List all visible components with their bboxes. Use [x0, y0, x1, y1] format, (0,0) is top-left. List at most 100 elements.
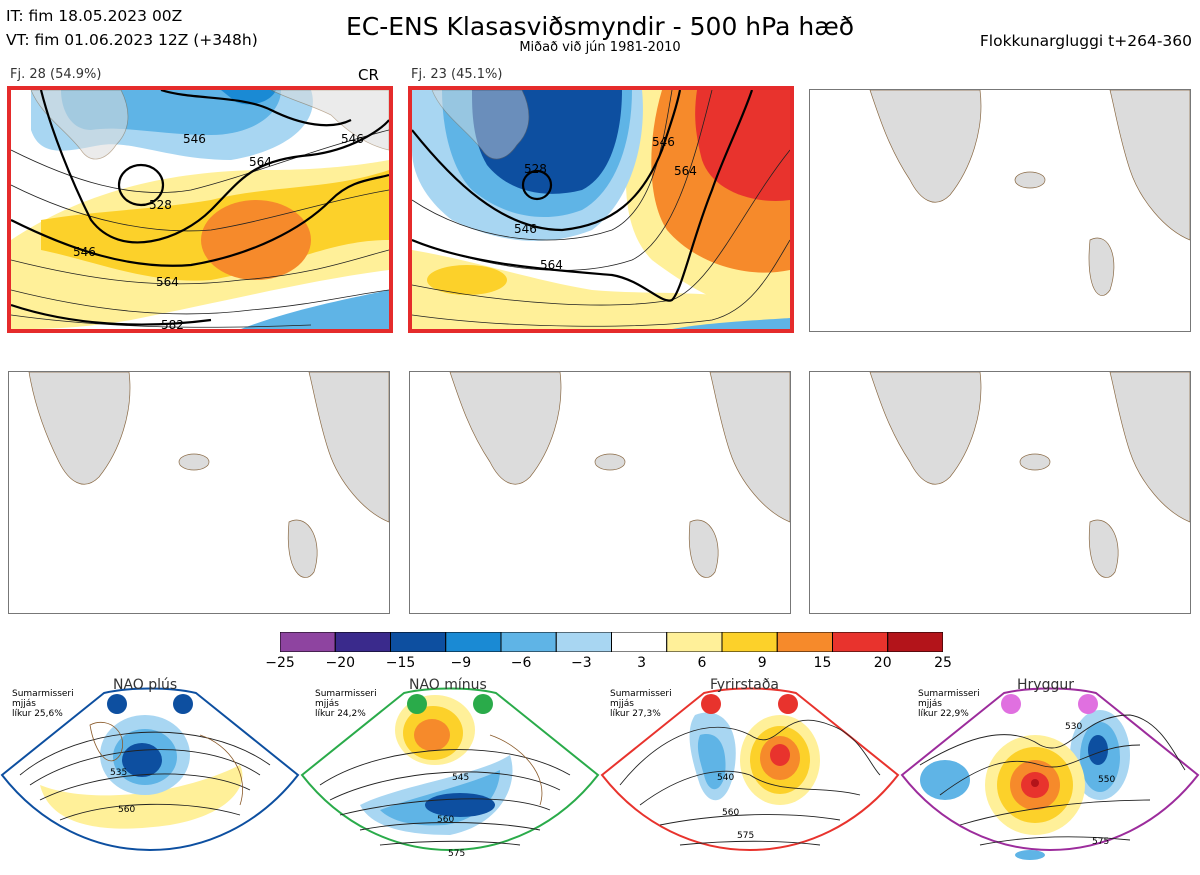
- colorbar-bin: [721, 632, 778, 652]
- regime-probability: líkur 22,9%: [918, 709, 969, 719]
- regime-nao-plus: NAO plús Sumarmisseri mjjás líkur 25,6% …: [0, 675, 300, 871]
- contour-label: 545: [452, 773, 470, 783]
- regime-nao-minus-map: [300, 687, 600, 851]
- regime-name: NAO mínus: [409, 677, 487, 693]
- regime-smoothing: mjjás: [918, 699, 942, 709]
- page-subtitle: Miðað við jún 1981-2010: [519, 40, 681, 55]
- regime-season: Sumarmisseri: [12, 689, 74, 699]
- colorbar-tick-label: −20: [325, 655, 356, 671]
- thin-contours: [11, 129, 389, 328]
- contour-label: 546: [341, 132, 364, 146]
- scandinavia-land: [270, 90, 389, 151]
- colorbar-tick-label: 20: [873, 655, 892, 671]
- colorbar-tick-label: −3: [571, 655, 592, 671]
- contour-label: 575: [1092, 837, 1110, 847]
- regime-probability: líkur 24,2%: [315, 709, 366, 719]
- regime-blocking-map: [600, 687, 900, 851]
- empty-map-6-svg: [869, 372, 1190, 578]
- colorbar-tick-label: −9: [450, 655, 472, 671]
- regime-probability: líkur 27,3%: [610, 709, 661, 719]
- anomaly-negative-south: [672, 318, 790, 329]
- anomaly-negative-strong: [472, 90, 622, 194]
- anomaly-negative-south: [241, 290, 389, 329]
- cluster-map-2[interactable]: 528 546 564 564 546: [408, 86, 794, 333]
- cluster-map-2-svg: [412, 90, 790, 329]
- regime-season: Sumarmisseri: [918, 689, 980, 699]
- classification-window: Flokkunargluggi t+264-360: [979, 32, 1192, 50]
- colorbar-tick-label: −25: [265, 655, 295, 671]
- panel-1-label: Fj. 28 (54.9%): [10, 67, 102, 82]
- contour-label: 560: [437, 815, 455, 825]
- colorbar-bin: [500, 632, 557, 652]
- anomaly-positive-light: [412, 250, 790, 329]
- colorbar-bin: [280, 632, 336, 652]
- colorbar-tick-label: −6: [510, 655, 532, 671]
- regime-nao-plus-map: [0, 687, 300, 851]
- contour-label: 550: [1098, 775, 1116, 785]
- contour-label: 528: [149, 198, 172, 212]
- colorbar-tick-label: −15: [385, 655, 416, 671]
- colorbar-bin: [334, 632, 391, 652]
- colorbar-tick-label: 15: [813, 655, 832, 671]
- empty-map-4-svg: [28, 372, 389, 578]
- contour-label: 546: [652, 135, 675, 149]
- contour-label: 564: [156, 275, 179, 289]
- valid-time: VT: fim 01.06.2023 12Z (+348h): [6, 31, 258, 49]
- regime-season: Sumarmisseri: [610, 689, 672, 699]
- contour-label: 546: [73, 245, 96, 259]
- contour-label: 540: [717, 773, 735, 783]
- colorbar-tick-label: 25: [934, 655, 952, 671]
- thick-contours: [412, 90, 754, 302]
- contour-label: 564: [674, 164, 697, 178]
- cluster-map-4[interactable]: [8, 371, 390, 614]
- contour-label: 546: [514, 222, 537, 236]
- empty-map-5-svg: [449, 372, 790, 578]
- cluster-map-1[interactable]: 546 528 546 564 564 546 582: [7, 86, 393, 333]
- regime-smoothing: mjjás: [610, 699, 634, 709]
- colorbar-bin: [832, 632, 889, 652]
- regime-name: NAO plús: [113, 677, 178, 693]
- greenland-land: [30, 90, 129, 160]
- regime-nao-minus: NAO mínus Sumarmisseri mjjás líkur 24,2%…: [300, 675, 600, 871]
- regime-ridge-map: [900, 687, 1200, 860]
- regime-blocking: Fyrirstaða Sumarmisseri mjjás líkur 27,3…: [600, 675, 900, 871]
- colorbar-tick-label: 9: [757, 655, 767, 671]
- cluster-map-3[interactable]: [809, 89, 1191, 332]
- colorbar-tick-label: 3: [637, 655, 647, 671]
- contour-label: 564: [540, 258, 563, 272]
- colorbar-bin: [390, 632, 447, 652]
- contour-label: 535: [110, 768, 128, 778]
- contour-label: 560: [722, 808, 740, 818]
- anomaly-positive-strong: [201, 200, 311, 280]
- cluster-map-6[interactable]: [809, 371, 1191, 614]
- contour-label: 564: [249, 155, 272, 169]
- regime-ridge: Hryggur Sumarmisseri mjjás líkur 22,9% 5…: [900, 675, 1200, 871]
- cluster-map-1-svg: [11, 90, 389, 329]
- thick-contours: [11, 90, 389, 326]
- contour-label: 575: [448, 849, 466, 859]
- page-title: EC-ENS Klasasviðsmyndir - 500 hPa hæð: [345, 12, 855, 41]
- cluster-map-5[interactable]: [409, 371, 791, 614]
- anomaly-positive-pocket: [427, 265, 507, 295]
- regime-probability: líkur 25,6%: [12, 709, 63, 719]
- contour-label: 582: [161, 318, 184, 332]
- panel-2-label: Fj. 23 (45.1%): [411, 67, 503, 82]
- contour-label: 528: [524, 162, 547, 176]
- regime-name: Hryggur: [1017, 677, 1074, 693]
- regime-smoothing: mjjás: [12, 699, 36, 709]
- colorbar-bin: [445, 632, 502, 652]
- colorbar-bin: [887, 632, 943, 652]
- contour-label: 546: [183, 132, 206, 146]
- colorbar-bin: [611, 632, 668, 652]
- regime-smoothing: mjjás: [315, 699, 339, 709]
- colorbar-bin: [555, 632, 612, 652]
- contour-label: 530: [1065, 722, 1083, 732]
- regime-season: Sumarmisseri: [315, 689, 377, 699]
- contour-label: 560: [118, 805, 136, 815]
- regime-name: Fyrirstaða: [710, 677, 779, 693]
- colorbar-bin: [666, 632, 723, 652]
- colorbar-tick-label: 6: [697, 655, 707, 671]
- panel-1-tag: CR: [358, 66, 379, 84]
- colorbar: [280, 632, 943, 652]
- contour-label: 575: [737, 831, 755, 841]
